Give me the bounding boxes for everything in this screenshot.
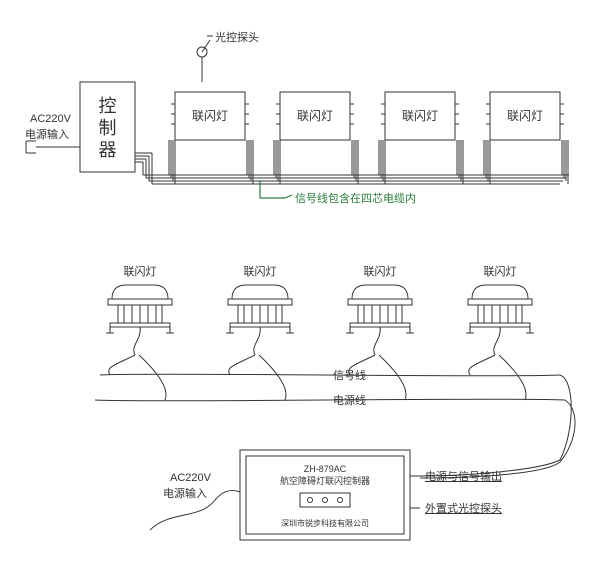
output-label: 电源与信号输出: [425, 468, 502, 484]
svg-text:制: 制: [99, 118, 117, 138]
svg-text:联闪灯: 联闪灯: [297, 109, 333, 123]
signal-line-label: 信号线: [333, 367, 366, 383]
svg-text:联闪灯: 联闪灯: [124, 264, 157, 278]
svg-text:器: 器: [99, 140, 117, 160]
power-ac-label-2: AC220V: [170, 472, 211, 484]
svg-text:控: 控: [99, 96, 117, 116]
svg-text:深圳市锐步科技有限公司: 深圳市锐步科技有限公司: [281, 518, 369, 528]
ext-sensor-label: 外置式光控探头: [425, 500, 502, 516]
svg-text:航空障碍灯联闪控制器: 航空障碍灯联闪控制器: [280, 475, 370, 486]
svg-text:联闪灯: 联闪灯: [192, 109, 228, 123]
power-in-label-2: 电源输入: [163, 485, 207, 501]
power-in-label: 电源输入: [25, 126, 69, 142]
svg-text:联闪灯: 联闪灯: [402, 109, 438, 123]
svg-text:ZH-879AC: ZH-879AC: [304, 464, 347, 474]
power-in-ac-label: AC220V: [30, 113, 71, 125]
svg-text:联闪灯: 联闪灯: [364, 264, 397, 278]
svg-text:联闪灯: 联闪灯: [244, 264, 277, 278]
power-line-label: 电源线: [333, 392, 366, 408]
svg-text:联闪灯: 联闪灯: [484, 264, 517, 278]
svg-text:联闪灯: 联闪灯: [507, 109, 543, 123]
cable-note: 信号线包含在四芯电缆内: [295, 190, 416, 206]
sensor-label: 光控探头: [215, 29, 259, 45]
